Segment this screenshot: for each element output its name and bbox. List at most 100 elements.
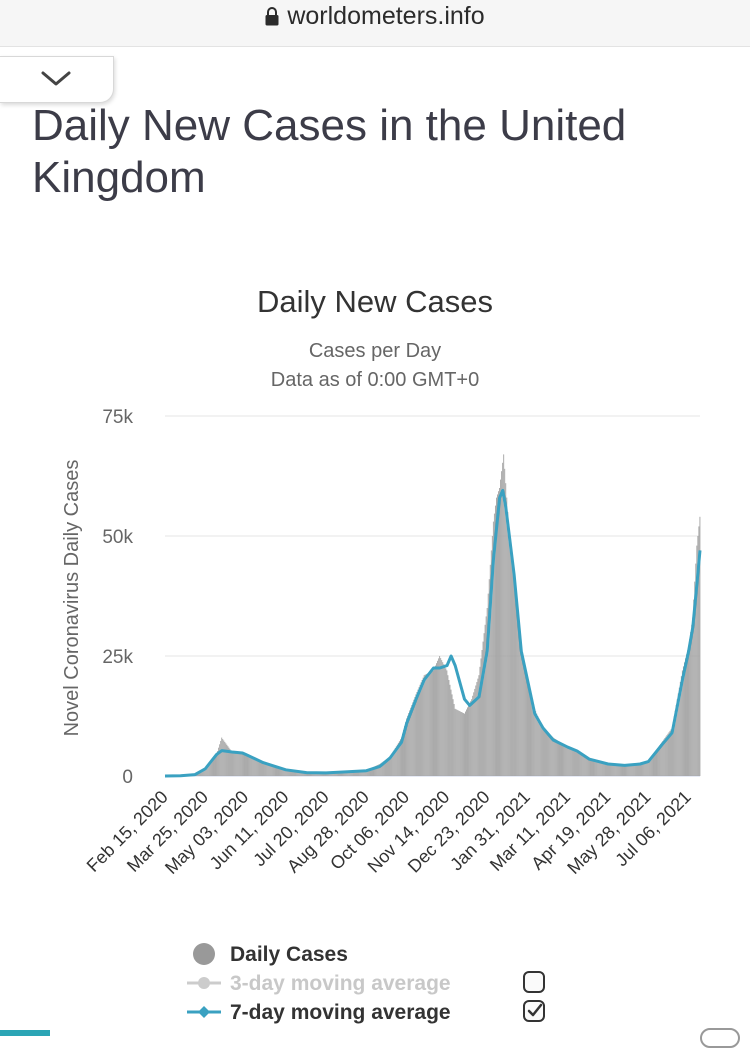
daily-case-bar bbox=[622, 765, 623, 776]
daily-case-bar bbox=[594, 761, 595, 776]
daily-case-bar bbox=[509, 536, 510, 776]
daily-case-bar bbox=[268, 765, 269, 776]
daily-case-bar bbox=[430, 672, 431, 776]
daily-case-bar bbox=[597, 761, 598, 776]
daily-case-bar bbox=[463, 713, 464, 776]
daily-case-bar bbox=[431, 671, 432, 776]
daily-case-bar bbox=[545, 730, 546, 776]
daily-case-bar bbox=[447, 675, 448, 776]
daily-case-bar bbox=[423, 678, 424, 776]
daily-case-bar bbox=[571, 748, 572, 776]
daily-case-bar bbox=[427, 674, 428, 776]
daily-case-bar bbox=[276, 768, 277, 776]
daily-case-bar bbox=[422, 680, 423, 776]
daily-case-bar bbox=[507, 512, 508, 776]
daily-case-bar bbox=[689, 639, 690, 776]
daily-case-bar bbox=[646, 762, 647, 776]
daily-case-bar bbox=[690, 632, 691, 776]
daily-case-bar bbox=[237, 753, 238, 776]
url-display[interactable]: worldometers.info bbox=[0, 2, 750, 31]
daily-case-bar bbox=[467, 707, 468, 776]
daily-case-bar bbox=[222, 739, 223, 776]
y-tick-label: 25k bbox=[102, 647, 133, 668]
daily-case-bar bbox=[585, 756, 586, 776]
daily-case-bar bbox=[607, 764, 608, 776]
daily-case-bar bbox=[632, 765, 633, 776]
daily-case-bar bbox=[546, 731, 547, 776]
daily-case-bar bbox=[414, 697, 415, 776]
daily-case-bar bbox=[586, 757, 587, 776]
daily-case-bar bbox=[483, 642, 484, 776]
collapse-toggle-button[interactable] bbox=[0, 56, 114, 103]
legend-label-3-day-average: 3-day moving average bbox=[230, 969, 451, 998]
daily-case-bar bbox=[634, 764, 635, 776]
daily-case-bar bbox=[625, 765, 626, 776]
daily-case-bar bbox=[244, 754, 245, 776]
daily-case-bar bbox=[256, 761, 257, 776]
daily-case-bar bbox=[550, 735, 551, 776]
daily-case-bar bbox=[534, 709, 535, 776]
scroll-button[interactable] bbox=[700, 1028, 740, 1048]
checkbox-7-day-average[interactable] bbox=[523, 1000, 545, 1022]
legend-item-3-day-average[interactable]: 3-day moving average bbox=[185, 969, 565, 998]
daily-case-bar bbox=[263, 764, 264, 776]
chart-subtitle-line-2: Data as of 0:00 GMT+0 bbox=[271, 369, 479, 391]
daily-case-bar bbox=[510, 548, 511, 776]
daily-case-bar bbox=[249, 757, 250, 776]
legend-item-7-day-average[interactable]: 7-day moving average bbox=[185, 998, 565, 1027]
daily-case-bar bbox=[539, 721, 540, 776]
daily-case-bar bbox=[555, 739, 556, 776]
daily-case-bar bbox=[621, 765, 622, 776]
daily-case-bar bbox=[446, 670, 447, 776]
daily-case-bar bbox=[544, 729, 545, 776]
daily-case-bar bbox=[445, 668, 446, 776]
daily-case-bar bbox=[540, 723, 541, 776]
daily-case-bar bbox=[241, 754, 242, 776]
daily-case-bar bbox=[581, 753, 582, 776]
daily-case-bar bbox=[582, 754, 583, 776]
daily-case-bar bbox=[416, 692, 417, 776]
daily-case-bar bbox=[506, 498, 507, 776]
daily-case-bar bbox=[248, 756, 249, 776]
daily-case-bar bbox=[442, 662, 443, 776]
daily-case-bar bbox=[253, 759, 254, 776]
daily-case-bar bbox=[233, 752, 234, 776]
daily-case-bar bbox=[578, 750, 579, 776]
daily-case-bar bbox=[464, 714, 465, 776]
legend-item-daily-cases[interactable]: Daily Cases bbox=[185, 940, 565, 969]
daily-case-bar bbox=[589, 759, 590, 776]
daily-case-bar bbox=[559, 742, 560, 776]
daily-case-bar bbox=[226, 745, 227, 776]
daily-case-bar bbox=[266, 765, 267, 776]
y-axis-title: Novel Coronavirus Daily Cases bbox=[61, 460, 83, 737]
daily-case-bar bbox=[421, 682, 422, 776]
daily-case-bar bbox=[279, 769, 280, 776]
y-tick-label: 50k bbox=[102, 527, 133, 548]
daily-case-bar bbox=[691, 625, 692, 776]
daily-case-bar bbox=[610, 764, 611, 776]
daily-case-bar bbox=[502, 463, 503, 776]
daily-case-bar bbox=[614, 765, 615, 776]
daily-case-bar bbox=[255, 760, 256, 776]
daily-case-bar bbox=[630, 765, 631, 776]
daily-case-bar bbox=[450, 685, 451, 776]
daily-case-bar bbox=[484, 633, 485, 776]
daily-case-bar bbox=[643, 763, 644, 776]
daily-case-bar bbox=[524, 663, 525, 776]
daily-case-bar bbox=[616, 765, 617, 776]
daily-case-bar bbox=[565, 746, 566, 776]
chart-title: Daily New Cases bbox=[257, 284, 493, 319]
browser-url-bar[interactable]: worldometers.info bbox=[0, 0, 750, 47]
daily-case-bar bbox=[418, 690, 419, 776]
daily-case-bar bbox=[587, 758, 588, 776]
daily-case-bar bbox=[591, 760, 592, 776]
daily-case-bar bbox=[638, 764, 639, 776]
daily-case-bar bbox=[567, 747, 568, 776]
checkbox-3-day-average[interactable] bbox=[523, 971, 545, 993]
daily-case-bar bbox=[522, 655, 523, 776]
daily-case-bar bbox=[444, 666, 445, 776]
daily-case-bar bbox=[277, 768, 278, 776]
daily-case-bar bbox=[443, 664, 444, 776]
daily-case-bar bbox=[505, 483, 506, 776]
daily-case-bar bbox=[590, 759, 591, 776]
